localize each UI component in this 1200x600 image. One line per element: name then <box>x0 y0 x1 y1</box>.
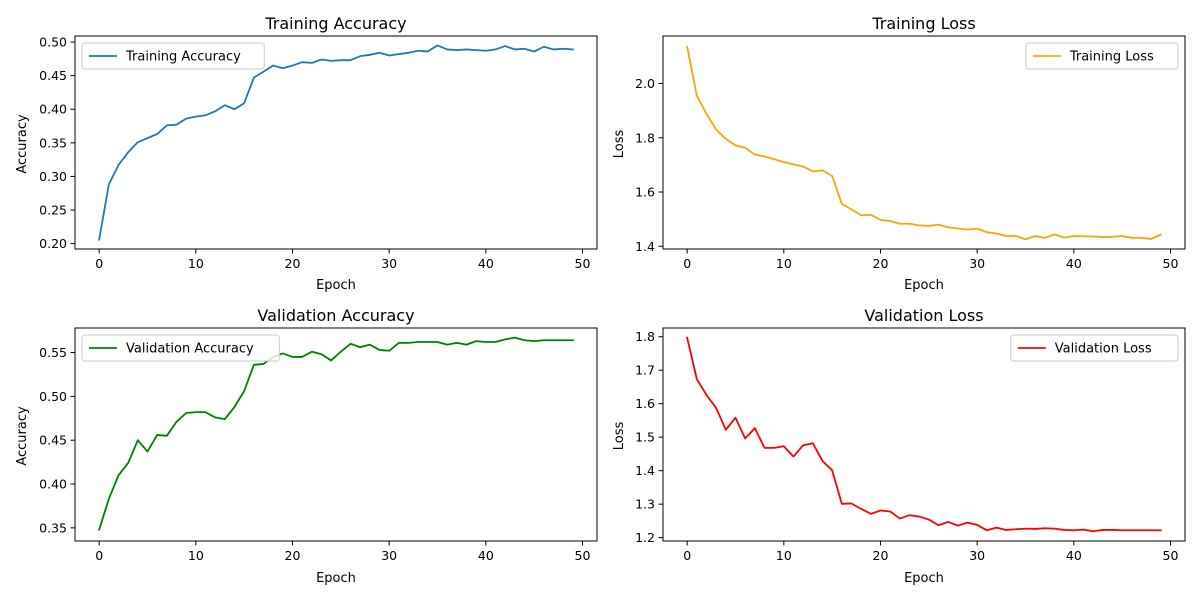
y-tick-label: 0.30 <box>39 169 67 184</box>
legend: Validation Accuracy <box>81 334 280 362</box>
y-tick-label: 0.45 <box>39 433 67 448</box>
y-tick-label: 0.35 <box>39 520 67 535</box>
plot-frame <box>74 327 598 542</box>
subplot-training-accuracy: Training Accuracy Epoch Accuracy 0 10 20 30… <box>15 14 598 293</box>
chart-title: Training Loss <box>871 14 975 33</box>
x-tick-label: 20 <box>285 256 301 271</box>
chart-title: Validation Accuracy <box>257 306 414 325</box>
y-tick-label: 0.55 <box>39 345 67 360</box>
y-tick-label: 1.4 <box>635 239 655 254</box>
y-tick-label: 1.8 <box>635 130 655 145</box>
legend: Validation Loss <box>1010 334 1179 362</box>
y-tick-label: 1.7 <box>635 363 655 378</box>
x-axis-label: Epoch <box>904 571 944 586</box>
y-tick-label: 1.4 <box>635 463 655 478</box>
chart-title: Training Accuracy <box>264 14 406 33</box>
series-line-0 <box>686 336 1162 533</box>
y-tick-label: 0.20 <box>39 236 67 251</box>
y-tick-label: 2.0 <box>635 76 655 91</box>
x-tick-label: 30 <box>969 548 985 563</box>
legend-box <box>81 334 280 362</box>
legend-label: Validation Accuracy <box>126 342 254 357</box>
y-tick-label: 1.6 <box>635 396 655 411</box>
x-tick-label: 30 <box>381 548 397 563</box>
y-tick-label: 1.2 <box>635 530 655 545</box>
x-tick-label: 0 <box>95 256 103 271</box>
series-line-0 <box>98 336 574 531</box>
x-tick-label: 40 <box>478 256 494 271</box>
x-tick-label: 40 <box>1066 548 1082 563</box>
legend-box <box>1010 334 1179 362</box>
series-line-0 <box>98 44 574 241</box>
y-tick-label: 0.25 <box>39 203 67 218</box>
x-tick-label: 10 <box>776 256 792 271</box>
y-tick-label: 0.50 <box>39 389 67 404</box>
x-tick-label: 40 <box>478 548 494 563</box>
y-tick-label: 0.45 <box>39 68 67 83</box>
subplot-validation-loss: Validation Loss Epoch Loss 0 10 20 30 40 50 1.… <box>612 306 1186 586</box>
subplot-validation-accuracy: Validation Accuracy Epoch Accuracy 0 10 20… <box>15 306 598 586</box>
legend-label: Training Loss <box>1069 50 1154 65</box>
y-tick-label: 1.6 <box>635 185 655 200</box>
x-tick-label: 50 <box>575 256 591 271</box>
legend: Training Loss <box>1025 42 1179 70</box>
y-tick-label: 1.8 <box>635 329 655 344</box>
y-axis-label: Loss <box>612 130 627 159</box>
y-tick-label: 1.3 <box>635 497 655 512</box>
x-axis-label: Epoch <box>316 571 356 586</box>
x-tick-label: 10 <box>776 548 792 563</box>
y-axis-label: Accuracy <box>15 406 30 466</box>
y-tick-label: 1.5 <box>635 430 655 445</box>
x-tick-label: 50 <box>1163 256 1179 271</box>
x-axis-label: Epoch <box>904 278 944 293</box>
y-axis-label: Accuracy <box>15 114 30 174</box>
x-tick-label: 10 <box>188 548 204 563</box>
y-axis-label: Loss <box>612 422 627 451</box>
y-tick-label: 0.50 <box>39 35 67 50</box>
legend-box <box>81 42 265 70</box>
series-line-0 <box>686 45 1163 241</box>
plot-frame <box>662 35 1186 250</box>
x-tick-label: 10 <box>188 256 204 271</box>
legend-box <box>1025 42 1179 70</box>
x-tick-label: 0 <box>95 548 103 563</box>
x-tick-label: 20 <box>873 256 889 271</box>
legend-label: Validation Loss <box>1055 342 1152 357</box>
plot-frame <box>662 327 1186 542</box>
x-tick-label: 30 <box>381 256 397 271</box>
x-tick-label: 50 <box>1163 548 1179 563</box>
x-axis-label: Epoch <box>316 278 356 293</box>
subplot-training-loss: Training Loss Epoch Loss 0 10 20 30 40 50 1.4 1… <box>612 14 1186 293</box>
y-tick-label: 0.40 <box>39 102 67 117</box>
y-tick-label: 0.35 <box>39 135 67 150</box>
x-tick-label: 30 <box>969 256 985 271</box>
legend: Training Accuracy <box>81 42 265 70</box>
x-tick-label: 50 <box>575 548 591 563</box>
y-tick-label: 0.40 <box>39 477 67 492</box>
x-tick-label: 0 <box>683 256 691 271</box>
x-tick-label: 40 <box>1066 256 1082 271</box>
x-tick-label: 20 <box>873 548 889 563</box>
chart-title: Validation Loss <box>864 306 983 325</box>
legend-label: Training Accuracy <box>125 50 241 65</box>
x-tick-label: 20 <box>285 548 301 563</box>
x-tick-label: 0 <box>683 548 691 563</box>
